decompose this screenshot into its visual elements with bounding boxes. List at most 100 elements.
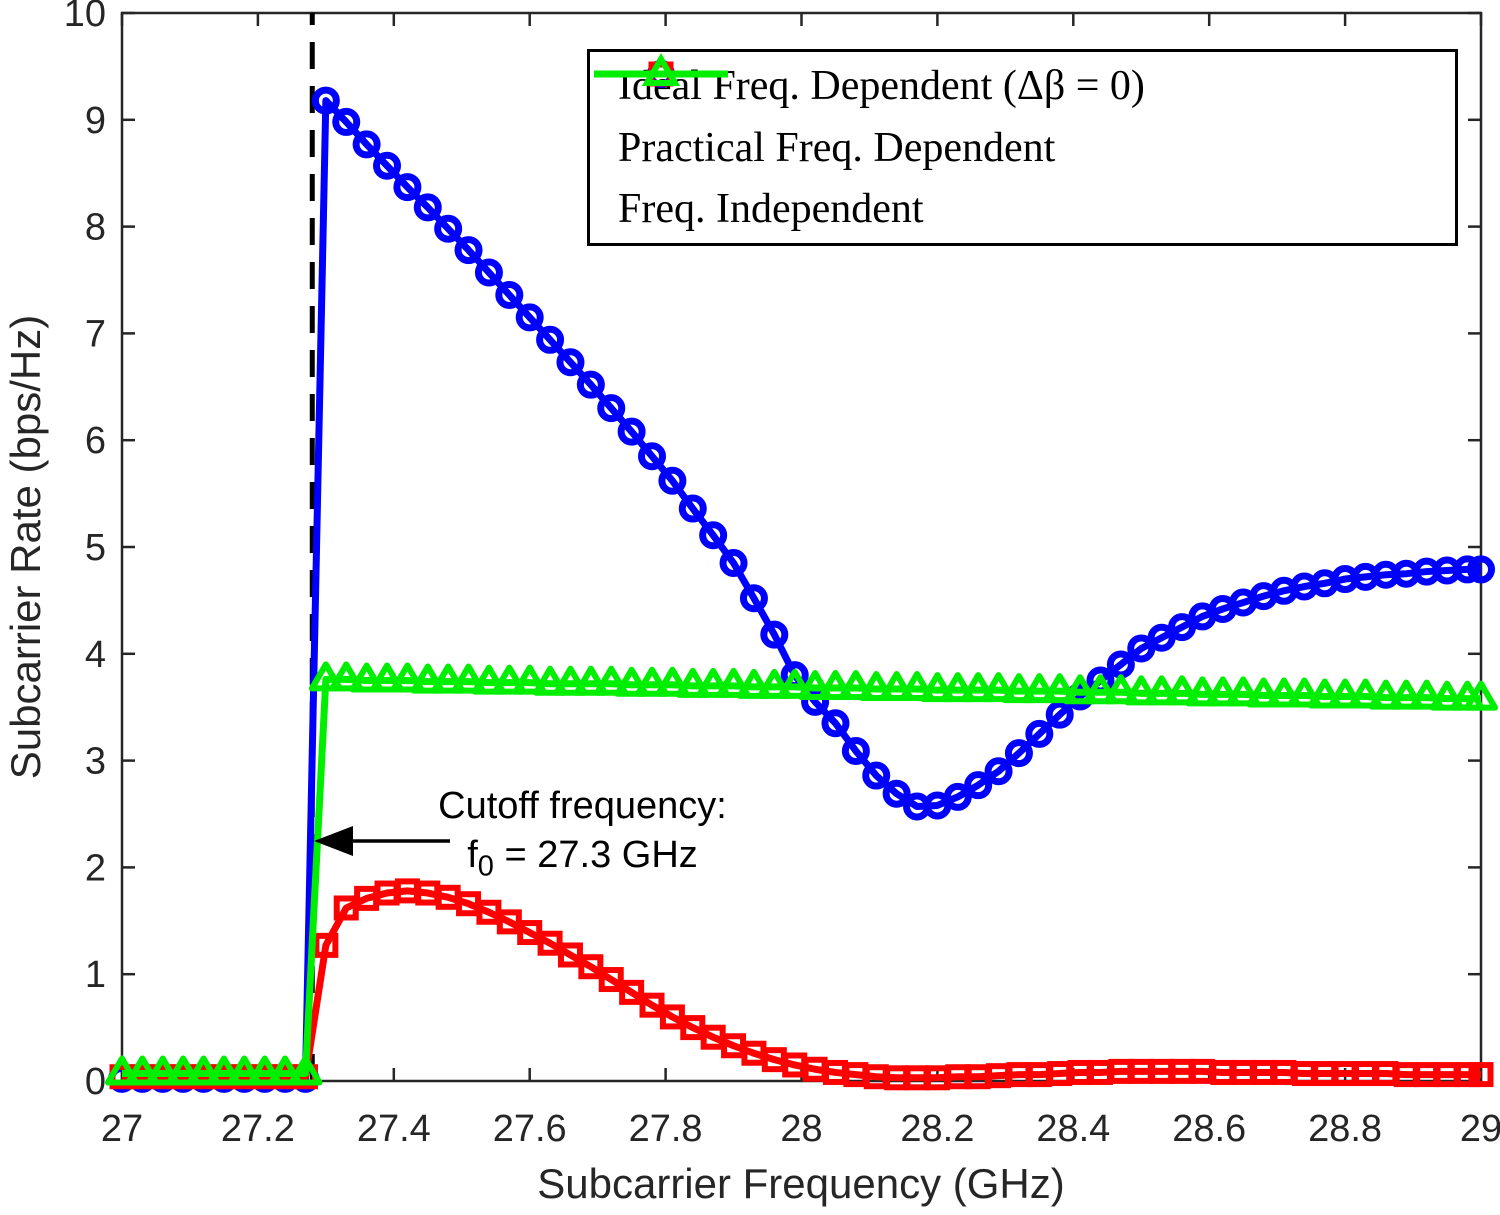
series-triangle: [105, 661, 1498, 1086]
marker-triangle-icon: [961, 672, 996, 703]
marker-triangle-icon: [451, 663, 486, 694]
y-tick-label: 9: [85, 100, 106, 142]
cutoff-annotation-line1: Cutoff frequency:: [438, 785, 727, 827]
marker-triangle-icon: [1063, 674, 1098, 705]
marker-square-icon: [598, 967, 624, 993]
marker-triangle-icon: [1185, 676, 1220, 707]
x-tick-label: 28: [780, 1108, 822, 1150]
marker-triangle-icon: [533, 665, 568, 696]
marker-triangle-icon: [370, 662, 405, 693]
marker-triangle-icon: [798, 669, 833, 700]
marker-triangle-icon: [227, 1055, 262, 1086]
marker-triangle-icon: [431, 663, 466, 694]
y-tick-label: 7: [85, 313, 106, 355]
y-tick-label: 5: [85, 527, 106, 569]
marker-square-icon: [1468, 1062, 1494, 1088]
marker-circle-icon: [474, 258, 503, 287]
marker-triangle-icon: [859, 671, 894, 702]
marker-circle-icon: [678, 494, 707, 523]
marker-circle-icon: [373, 151, 402, 180]
x-tick-labels: 27 27.2 27.4 27.6 27.8 28 28.2 28.4 28.6 28.8 29: [101, 1108, 1500, 1150]
marker-square-icon: [1454, 1062, 1480, 1088]
marker-circle-icon: [760, 620, 789, 649]
marker-triangle-icon: [1103, 674, 1138, 705]
marker-triangle-icon: [757, 668, 792, 699]
marker-triangle-icon: [900, 671, 935, 702]
cutoff-f-symbol: f: [467, 834, 478, 876]
marker-triangle-icon: [1001, 673, 1036, 704]
marker-triangle-icon: [1022, 673, 1057, 704]
legend: Ideal Freq. Dependent (Δβ = 0) Practical…: [587, 49, 1458, 246]
marker-triangle-icon: [1348, 678, 1383, 709]
annotation-arrow-head-icon: [314, 826, 353, 856]
marker-triangle-icon: [1389, 679, 1424, 710]
marker-triangle-icon: [818, 669, 853, 700]
data-series: [105, 86, 1498, 1093]
marker-circle-icon: [434, 214, 463, 243]
marker-triangle-icon: [1246, 677, 1281, 708]
marker-triangle-icon: [1368, 679, 1403, 710]
marker-triangle-icon: [247, 1055, 282, 1086]
marker-triangle-icon: [736, 668, 771, 699]
x-tick-label: 28.6: [1172, 1108, 1246, 1150]
marker-circle-icon: [332, 107, 361, 136]
x-tick-label: 27.6: [493, 1108, 567, 1150]
marker-circle-icon: [882, 779, 911, 808]
marker-circle-icon: [841, 736, 870, 765]
marker-circle-icon: [556, 348, 585, 377]
y-tick-label: 0: [85, 1061, 106, 1103]
marker-circle-icon: [638, 442, 667, 471]
marker-triangle-icon: [675, 667, 710, 698]
x-tick-label: 27.8: [629, 1108, 703, 1150]
x-tick-label: 28.8: [1308, 1108, 1382, 1150]
marker-triangle-icon: [635, 666, 670, 697]
marker-circle-icon: [739, 584, 768, 613]
marker-circle-icon: [515, 303, 544, 332]
marker-circle-icon: [617, 417, 646, 446]
marker-circle-icon: [352, 130, 381, 159]
y-tick-label: 3: [85, 741, 106, 783]
marker-triangle-icon: [105, 1055, 139, 1086]
y-tick-label: 2: [85, 847, 106, 889]
marker-triangle-icon: [655, 666, 690, 697]
marker-triangle-icon: [349, 662, 384, 693]
marker-triangle-icon: [390, 662, 425, 693]
legend-entry-ideal: Ideal Freq. Dependent (Δβ = 0): [594, 58, 1455, 114]
y-tick-labels: 0 1 2 3 4 5 6 7 8 9 10: [64, 0, 106, 1103]
cutoff-f-subscript: 0: [477, 850, 494, 883]
legend-label-ideal: Ideal Freq. Dependent (Δβ = 0): [618, 62, 1145, 109]
marker-circle-icon: [454, 236, 483, 265]
marker-circle-icon: [495, 280, 524, 309]
marker-triangle-icon: [145, 1055, 180, 1086]
marker-circle-icon: [719, 549, 748, 578]
marker-triangle-icon: [186, 1055, 221, 1086]
x-tick-label: 27: [101, 1108, 143, 1150]
legend-sample-green-triangle-icon: [594, 53, 728, 86]
marker-triangle-icon: [1083, 674, 1118, 705]
x-axis-title: Subcarrier Frequency (GHz): [537, 1160, 1064, 1207]
marker-triangle-icon: [1165, 675, 1200, 706]
marker-circle-icon: [1025, 719, 1054, 748]
marker-triangle-icon: [125, 1055, 160, 1086]
marker-triangle-icon: [471, 664, 506, 695]
series-line: [122, 675, 1481, 1078]
series-line: [122, 887, 1481, 1082]
marker-triangle-icon: [981, 672, 1016, 703]
marker-circle-icon: [964, 771, 993, 800]
marker-triangle-icon: [1287, 677, 1322, 708]
marker-circle-icon: [1168, 613, 1197, 642]
marker-triangle-icon: [614, 666, 649, 697]
series-line: [122, 97, 1481, 1083]
marker-triangle-icon: [553, 665, 588, 696]
marker-triangle-icon: [696, 667, 731, 698]
marker-triangle-icon: [1409, 679, 1444, 710]
y-tick-label: 1: [85, 954, 106, 996]
x-tick-label: 28.2: [900, 1108, 974, 1150]
marker-triangle-icon: [268, 1055, 303, 1086]
marker-triangle-icon: [308, 661, 343, 692]
marker-triangle-icon: [940, 672, 975, 703]
cutoff-value-text: = 27.3 GHz: [493, 834, 698, 876]
marker-circle-icon: [576, 370, 605, 399]
